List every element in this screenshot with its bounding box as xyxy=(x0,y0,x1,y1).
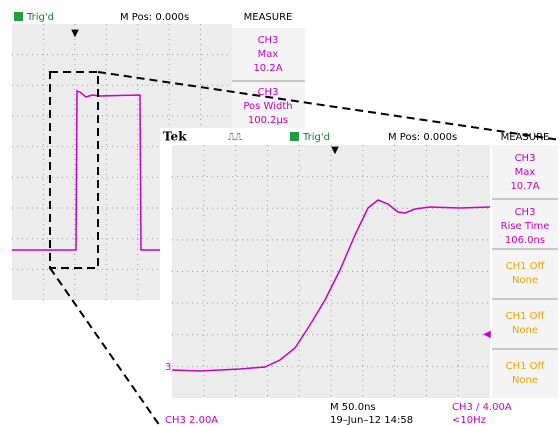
date: 19–Jun–12 14:58 xyxy=(330,415,413,426)
measure-channel: CH3 xyxy=(515,153,536,164)
measure-name: CH1 Off xyxy=(506,261,546,272)
channel-scale: CH3 2.00A xyxy=(165,415,218,426)
trigger-status: Trig'd xyxy=(26,12,54,23)
measure-value: 106.0ns xyxy=(505,235,545,246)
measure-name: CH1 Off xyxy=(506,361,546,372)
fg-measure-panel xyxy=(492,145,558,398)
measure-name: Rise Time xyxy=(501,221,550,232)
dividers xyxy=(492,198,558,350)
trigger-arrow: ▼ xyxy=(331,145,339,156)
trigger-arrow: ▼ xyxy=(71,28,79,39)
waveform xyxy=(171,199,491,372)
channel-marker: 3 xyxy=(165,362,171,373)
measure-name: CH1 Off xyxy=(506,311,546,322)
measure-channel: CH3 xyxy=(258,87,279,98)
trigger-setting: CH3 ∕ 4.00A xyxy=(452,402,512,413)
position: M Pos: 0.000s xyxy=(120,12,189,23)
measure-value: None xyxy=(512,275,538,286)
waveform xyxy=(12,89,232,251)
measure-title: MEASURE xyxy=(244,12,293,23)
foreground-scope: Tek ⎍⎍ Trig'd M Pos: 0.000s MEASURE ▼ ◀ … xyxy=(160,128,560,426)
measure-name: Max xyxy=(515,167,536,178)
trigger-status: Trig'd xyxy=(302,132,330,143)
measure-value: 10.2A xyxy=(253,63,282,74)
brand: Tek xyxy=(163,130,187,144)
measure-title: MEASURE xyxy=(501,132,550,143)
measure-name: Pos Width xyxy=(243,101,292,112)
trig-icon xyxy=(14,12,23,21)
measurements: CH3 Max 10.7A CH3 Rise Time 106.0ns CH1 Off Non… xyxy=(501,153,550,386)
measure-value: None xyxy=(512,375,538,386)
fg-grid xyxy=(172,145,490,398)
bg-measure-panel xyxy=(232,28,305,140)
measure-channel: CH3 xyxy=(515,207,536,218)
trig-icon xyxy=(290,132,299,141)
measure-channel: CH3 xyxy=(258,35,279,46)
run-icon: ⎍⎍ xyxy=(228,132,242,143)
measure-value: 10.7A xyxy=(510,181,539,192)
zoom-indicator xyxy=(49,71,560,426)
trigger-level-arrow: ◀ xyxy=(483,329,491,340)
position: M Pos: 0.000s xyxy=(388,132,457,143)
timebase: M 50.0ns xyxy=(330,402,376,413)
measure-value: 100.2µs xyxy=(248,115,288,126)
measure-value: None xyxy=(512,325,538,336)
frequency: <10Hz xyxy=(452,415,486,426)
measure-name: Max xyxy=(258,49,279,60)
